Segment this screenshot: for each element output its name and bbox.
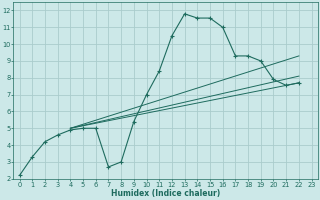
X-axis label: Humidex (Indice chaleur): Humidex (Indice chaleur): [111, 189, 220, 198]
